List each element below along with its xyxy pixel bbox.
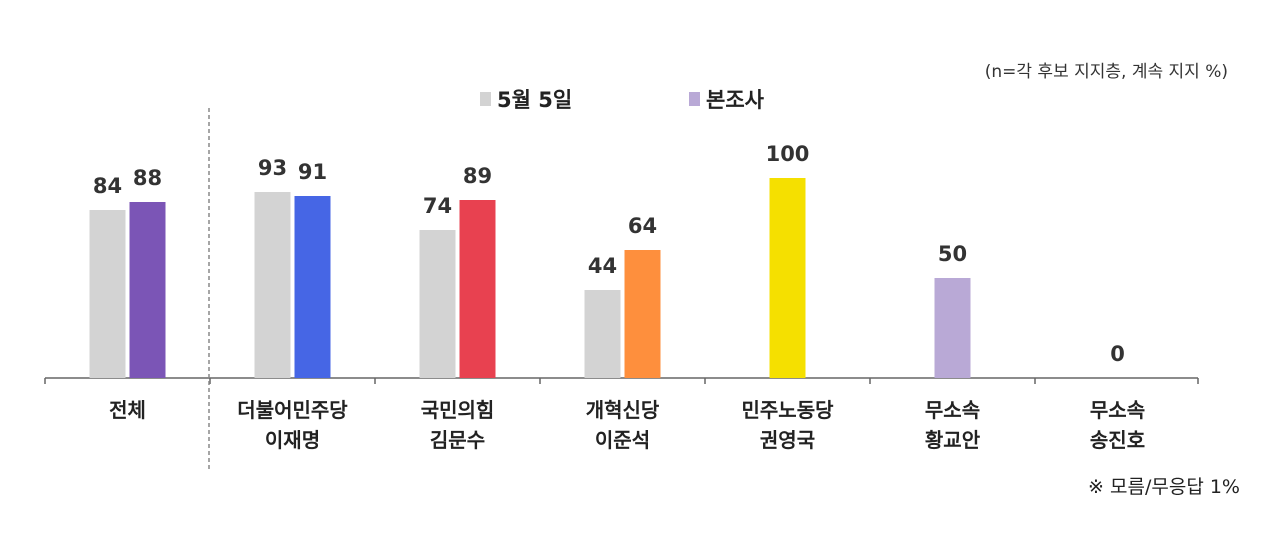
category-label-line1: 민주노동당 [741, 398, 834, 422]
legend-swatch-series-1 [480, 92, 491, 106]
bar-series-1 [419, 230, 456, 378]
data-label-series-1: 74 [423, 194, 452, 218]
bar-series-2 [769, 178, 806, 378]
data-label-series-1: 44 [588, 254, 617, 278]
category-label-line1: 전체 [109, 398, 146, 422]
bar-series-2 [934, 278, 971, 378]
category-label-line2: 이준석 [594, 428, 651, 452]
bar-series-2 [129, 202, 166, 378]
bar-series-1 [254, 192, 291, 378]
category-label-line2: 황교안 [924, 428, 981, 452]
category-label-line1: 무소속 [1089, 398, 1146, 422]
category-label-line1: 국민의힘 [420, 398, 495, 422]
sample-note: (n=각 후보 지지층, 계속 지지 %) [984, 62, 1228, 82]
category-label: 전체 [48, 395, 208, 425]
data-label-series-2: 91 [298, 160, 327, 184]
category-label-line2: 권영국 [759, 428, 816, 452]
bar-series-2 [459, 200, 496, 378]
data-label-series-2: 0 [1110, 342, 1125, 366]
legend-label-series-2: 본조사 [706, 88, 764, 112]
data-label-series-2: 89 [463, 164, 492, 188]
category-label-line2: 김문수 [429, 428, 486, 452]
category-label-line1: 개혁신당 [585, 398, 660, 422]
data-label-series-1: 93 [258, 156, 287, 180]
data-label-series-2: 64 [628, 214, 657, 238]
category-label-line2: 송진호 [1089, 428, 1146, 452]
legend-label-series-1: 5월 5일 [497, 88, 573, 112]
data-label-series-2: 88 [133, 166, 162, 190]
bar-series-2 [294, 196, 331, 378]
legend-item-series-1: 5월 5일 [480, 84, 572, 114]
legend-swatch-series-2 [689, 92, 700, 106]
data-label-series-1: 84 [93, 174, 122, 198]
data-label-series-2: 50 [938, 242, 967, 266]
bar-series-1 [584, 290, 621, 378]
bar-series-1 [89, 210, 126, 378]
category-label-line1: 더불어민주당 [237, 398, 348, 422]
legend-item-series-2: 본조사 [689, 84, 764, 114]
legend: 5월 5일 본조사 [0, 84, 1280, 114]
bar-series-2 [624, 250, 661, 378]
footnote: ※ 모름/무응답 1% [1088, 476, 1240, 498]
category-label-line2: 이재명 [264, 428, 321, 452]
data-label-series-2: 100 [766, 142, 810, 166]
category-label-line1: 무소속 [924, 398, 981, 422]
